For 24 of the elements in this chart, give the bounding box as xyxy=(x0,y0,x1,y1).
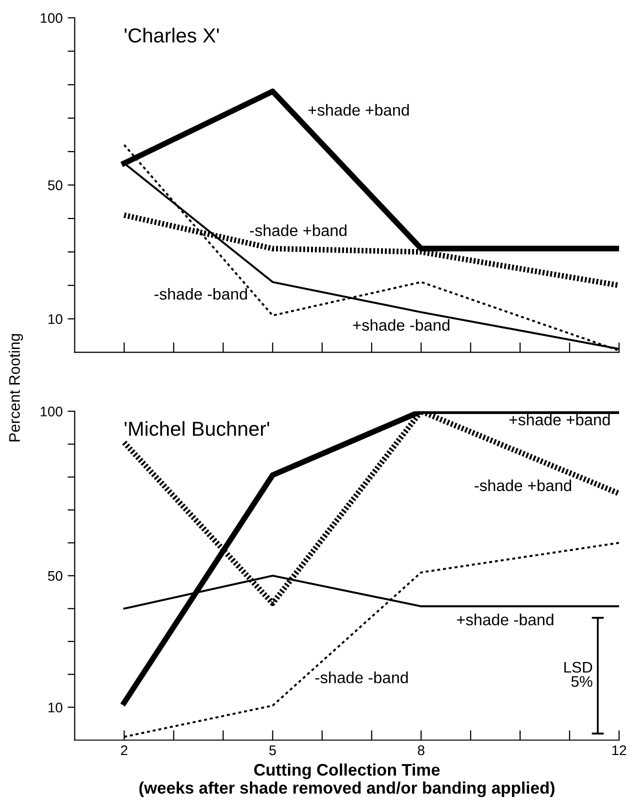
x-tick-label: 12 xyxy=(612,745,626,756)
series-label: +shade -band xyxy=(353,319,450,331)
series-label: -shade -band xyxy=(315,672,408,684)
y-tick-label: 10 xyxy=(48,314,62,324)
chart-title: 'Michel Buchner' xyxy=(124,421,270,436)
x-tick-label: 5 xyxy=(269,746,276,756)
series-label: +shade -band xyxy=(456,614,554,626)
annotation: LSD 5% xyxy=(564,662,592,687)
line-series xyxy=(123,542,620,738)
series-label: -shade +band xyxy=(250,224,346,236)
y-tick-label: 100 xyxy=(40,13,62,23)
y-tick-label: 100 xyxy=(40,406,62,416)
x-tick-label: 8 xyxy=(418,745,424,756)
x-tick-label: 2 xyxy=(121,745,128,756)
series-label: -shade -band xyxy=(154,288,247,300)
y-axis-title: Percent Rooting xyxy=(8,334,23,442)
y-tick-label: 50 xyxy=(48,180,62,190)
y-tick-label: 10 xyxy=(48,702,62,712)
x-axis-title: Cutting Collection Time (weeks after shade removed and/or banding applied) xyxy=(139,763,554,798)
y-tick-label: 50 xyxy=(48,571,62,581)
series-label: +shade +band xyxy=(509,414,610,426)
chart-title: 'Charles X' xyxy=(124,28,219,43)
series-label: -shade +band xyxy=(474,479,572,492)
series-label: +shade +band xyxy=(308,104,409,116)
